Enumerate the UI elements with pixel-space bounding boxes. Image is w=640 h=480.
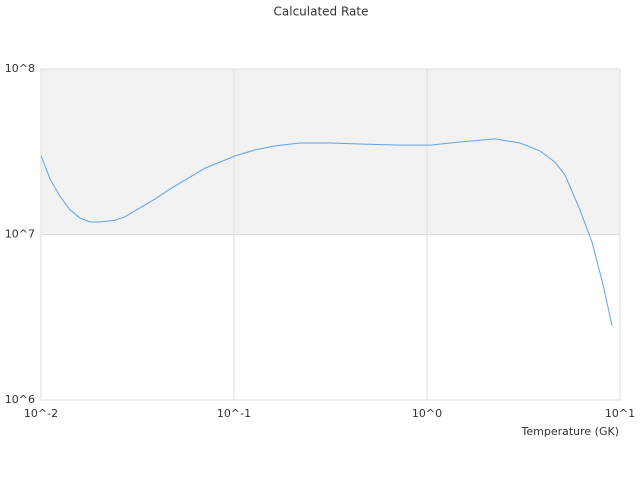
x-tick-label: 10^-2 <box>24 407 58 420</box>
x-tick-label: 10^1 <box>605 407 635 420</box>
y-tick-label: 10^7 <box>5 228 35 241</box>
x-tick-label: 10^0 <box>412 407 442 420</box>
chart-title: Calculated Rate <box>274 5 369 19</box>
x-tick-label: 10^-1 <box>217 407 251 420</box>
y-tick-label: 10^8 <box>5 62 35 75</box>
x-axis-label: Temperature (GK) <box>521 425 620 438</box>
y-tick-label: 10^6 <box>5 393 35 406</box>
grid-band <box>41 69 620 235</box>
line <box>40 138 613 327</box>
